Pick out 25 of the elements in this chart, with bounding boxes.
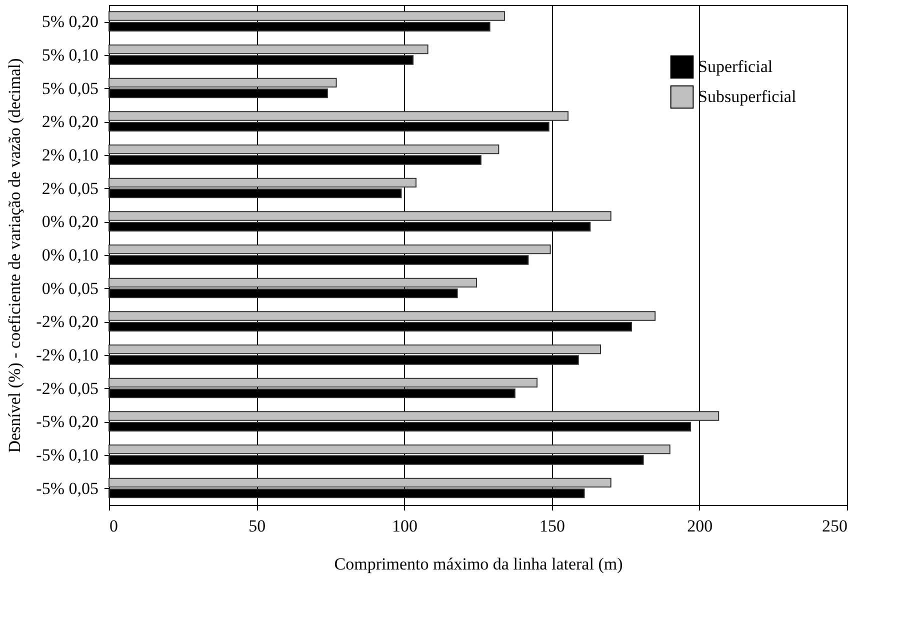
y-tick-label: 0% 0,05: [42, 278, 98, 298]
y-tick-label: -5% 0,20: [36, 412, 98, 432]
y-tick-label: -5% 0,05: [36, 478, 98, 498]
y-tick-label: 0% 0,20: [42, 212, 98, 232]
y-axis-title: Desnível (%) - coeficiente de variação de vazão (decimal): [5, 58, 24, 453]
x-axis-title: Comprimento máximo da linha lateral (m): [334, 554, 623, 574]
y-tick-label: 5% 0,05: [42, 78, 98, 98]
legend-label: Superficial: [698, 57, 773, 76]
y-tick-label: 2% 0,05: [42, 178, 98, 198]
y-tick-label: -5% 0,10: [36, 446, 98, 464]
y-tick-label: -2% 0,10: [36, 346, 98, 364]
y-tick-label: 2% 0,20: [42, 112, 98, 132]
x-tick-label: 150: [540, 516, 566, 536]
y-tick-label: 5% 0,20: [42, 12, 98, 32]
y-tick-label: -2% 0,20: [36, 312, 98, 332]
y-tick-label: 2% 0,10: [42, 146, 98, 164]
x-tick-label: 250: [822, 516, 848, 536]
x-tick-label: 0: [110, 516, 118, 536]
x-tick-label: 200: [687, 516, 713, 536]
y-tick-label: -2% 0,05: [36, 378, 98, 398]
legend-label: Subsuperficial: [698, 87, 796, 106]
x-tick-label: 100: [392, 516, 418, 536]
x-tick-label: 50: [248, 516, 266, 536]
y-tick-label: 5% 0,10: [42, 46, 98, 64]
y-tick-label: 0% 0,10: [42, 246, 98, 264]
